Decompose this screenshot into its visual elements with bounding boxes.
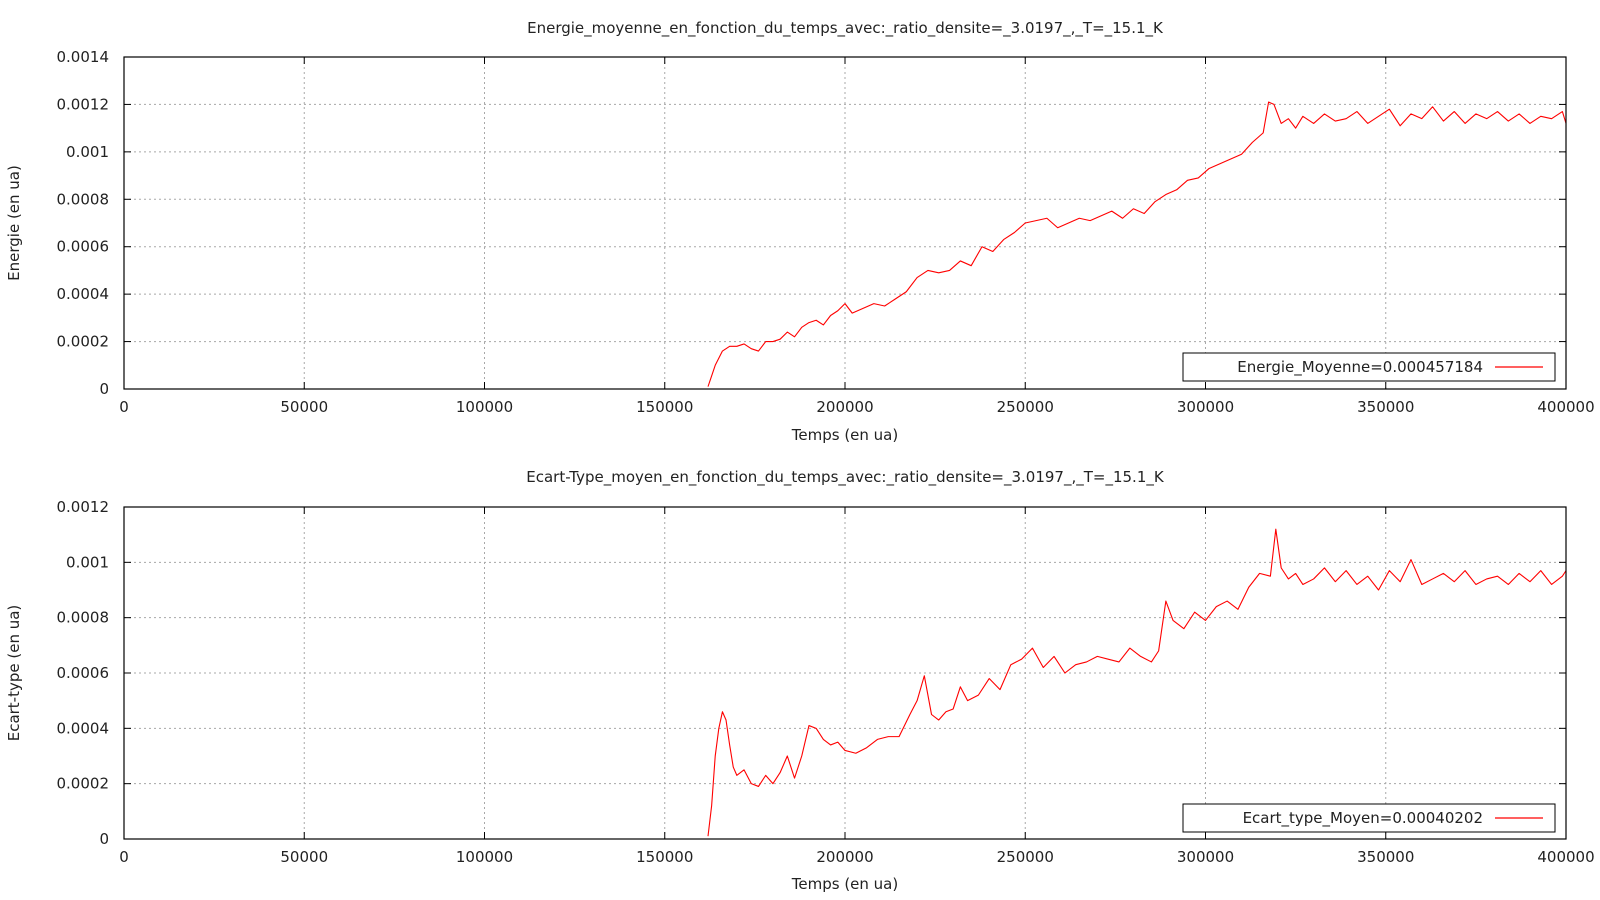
energy-x-tick-label: 200000 [816, 398, 873, 416]
std-dev-chart-title: Ecart-Type_moyen_en_fonction_du_temps_av… [526, 468, 1165, 487]
energy-legend-label: Energie_Moyenne=0.000457184 [1237, 358, 1483, 377]
energy-y-tick-label: 0.0004 [57, 285, 110, 303]
energy-chart: 0 50000 100000 150000 200000 250000 300000 3500… [5, 19, 1595, 444]
std-dev-x-tick-label: 50000 [280, 848, 328, 866]
energy-y-tick-label: 0.0012 [57, 95, 110, 113]
energy-legend: Energie_Moyenne=0.000457184 [1182, 352, 1556, 382]
energy-x-tick-label: 250000 [997, 398, 1054, 416]
energy-series-line [707, 101, 1567, 387]
std-dev-series-line [707, 528, 1567, 837]
energy-x-tick-label: 350000 [1357, 398, 1414, 416]
std-dev-x-tick-label: 400000 [1537, 848, 1594, 866]
std-dev-y-tick-label: 0.0008 [57, 609, 110, 627]
std-dev-x-tick-label: 300000 [1177, 848, 1234, 866]
std-dev-y-axis-label: Ecart-type (en ua) [5, 605, 23, 742]
std-dev-y-tick-label: 0.0006 [57, 664, 110, 682]
energy-y-tick-label: 0.0014 [57, 48, 110, 66]
std-dev-legend-box [1182, 803, 1556, 833]
energy-chart-title: Energie_moyenne_en_fonction_du_temps_ave… [527, 19, 1164, 38]
energy-y-tick-label: 0.0002 [57, 333, 110, 351]
std-dev-y-tick-label: 0 [99, 830, 109, 848]
energy-y-tick-label: 0 [99, 380, 109, 398]
energy-y-tick-label: 0.0008 [57, 190, 110, 208]
std-dev-y-tick-label: 0.0002 [57, 775, 110, 793]
std-dev-legend-label: Ecart_type_Moyen=0.00040202 [1243, 809, 1483, 828]
std-dev-x-tick-label: 0 [119, 848, 129, 866]
std-dev-x-tick-label: 200000 [816, 848, 873, 866]
energy-x-tick-label: 100000 [456, 398, 513, 416]
energy-y-tick-label: 0.0006 [57, 238, 110, 256]
std-dev-x-tick-label: 350000 [1357, 848, 1414, 866]
energy-x-tick-label: 400000 [1537, 398, 1594, 416]
std-dev-chart: 0 50000 100000 150000 200000 250000 300000 3500… [5, 468, 1595, 893]
energy-y-tick-label: 0.001 [66, 143, 109, 161]
energy-legend-box [1182, 352, 1556, 382]
std-dev-y-tick-label: 0.0012 [57, 498, 110, 516]
std-dev-x-tick-label: 250000 [997, 848, 1054, 866]
std-dev-y-tick-label: 0.001 [66, 553, 109, 571]
energy-y-axis-label: Energie (en ua) [5, 165, 23, 281]
std-dev-y-tick-label: 0.0004 [57, 719, 110, 737]
std-dev-x-tick-label: 150000 [636, 848, 693, 866]
energy-x-tick-label: 0 [119, 398, 129, 416]
energy-x-tick-label: 300000 [1177, 398, 1234, 416]
energy-x-tick-label: 50000 [280, 398, 328, 416]
std-dev-x-tick-label: 100000 [456, 848, 513, 866]
energy-x-axis-label: Temps (en ua) [791, 426, 898, 444]
std-dev-legend: Ecart_type_Moyen=0.00040202 [1182, 803, 1556, 833]
std-dev-x-axis-label: Temps (en ua) [791, 875, 898, 893]
energy-x-tick-label: 150000 [636, 398, 693, 416]
